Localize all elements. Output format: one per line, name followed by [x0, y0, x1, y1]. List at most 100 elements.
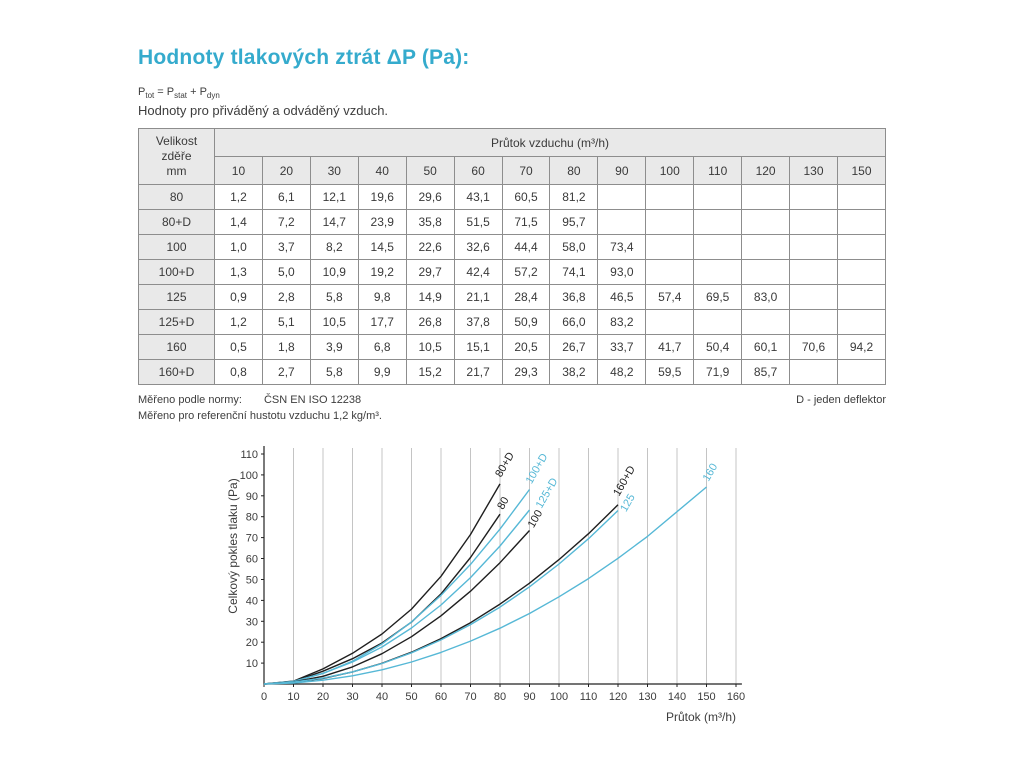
x-tick-label: 40 — [376, 691, 388, 703]
table-cell: 8,2 — [309, 234, 359, 261]
curve-label-80+D: 80+D — [493, 450, 517, 479]
x-tick-label: 20 — [317, 691, 329, 703]
table-cell: 26,7 — [549, 334, 599, 361]
table-cell: 9,8 — [357, 284, 407, 311]
curve-label-125+D: 125+D — [534, 476, 561, 510]
table-cell: 93,0 — [597, 259, 647, 286]
table-cell: 57,4 — [645, 284, 695, 311]
table-cell: 41,7 — [645, 334, 695, 361]
table-cell — [789, 184, 838, 211]
table-cell: 7,2 — [261, 209, 311, 236]
table-cell: 3,7 — [261, 234, 311, 261]
table-cell: 81,2 — [549, 184, 599, 211]
table-cell — [693, 209, 743, 236]
row-header: 160 — [138, 334, 215, 361]
table-cell — [836, 209, 887, 236]
y-tick-label: 80 — [246, 512, 258, 524]
table-cell — [741, 209, 791, 236]
y-tick-label: 90 — [246, 491, 258, 503]
table-cell: 33,7 — [597, 334, 647, 361]
subtitle: Hodnoty pro přiváděný a odváděný vzduch. — [138, 103, 389, 119]
table-cell — [645, 309, 695, 336]
table-cell: 35,8 — [405, 209, 455, 236]
table-cell — [741, 234, 791, 261]
table-cell — [741, 309, 791, 336]
table-cell — [645, 209, 695, 236]
table-cell: 0,8 — [214, 359, 263, 386]
table-cell — [789, 284, 838, 311]
column-header: 10 — [214, 156, 263, 186]
x-tick-label: 30 — [346, 691, 358, 703]
x-tick-label: 160 — [727, 691, 745, 703]
table-cell: 21,1 — [453, 284, 503, 311]
column-header: 100 — [645, 156, 695, 186]
formula-part: P — [138, 86, 146, 98]
table-cell: 83,0 — [741, 284, 791, 311]
table-cell: 66,0 — [549, 309, 599, 336]
x-tick-label: 100 — [550, 691, 568, 703]
table-cell — [693, 259, 743, 286]
table-cell: 42,4 — [453, 259, 503, 286]
table-cell: 10,5 — [309, 309, 359, 336]
table-cell: 2,8 — [261, 284, 311, 311]
table-cell: 5,8 — [309, 359, 359, 386]
table-cell: 22,6 — [405, 234, 455, 261]
y-tick-label: 10 — [246, 658, 258, 670]
y-tick-label: 70 — [246, 533, 258, 545]
table-cell: 50,4 — [693, 334, 743, 361]
table-cell: 74,1 — [549, 259, 599, 286]
row-header: 160+D — [138, 359, 215, 386]
table-row: 160 0,5 1,8 3,9 6,8 10,5 15,1 20,5 26,7 33,7 41,7 5… — [138, 334, 887, 361]
curve-125 — [263, 509, 619, 685]
table-row: 100 1,0 3,7 8,2 14,5 22,6 32,6 44,4 58,0 73,4 — [138, 234, 887, 261]
y-tick-label: 100 — [240, 470, 258, 482]
table-cell — [693, 184, 743, 211]
table-cell: 5,0 — [261, 259, 311, 286]
table-cell: 19,6 — [357, 184, 407, 211]
curve-label-80: 80 — [495, 495, 512, 512]
table-cell — [836, 259, 887, 286]
table-cell — [836, 359, 887, 386]
deflector-note: D - jeden deflektor — [796, 394, 886, 407]
table-cell: 26,8 — [405, 309, 455, 336]
table-cell: 15,2 — [405, 359, 455, 386]
table-cell: 73,4 — [597, 234, 647, 261]
row-header: 125+D — [138, 309, 215, 336]
table-cell — [789, 259, 838, 286]
table-cell: 83,2 — [597, 309, 647, 336]
density-note: Měřeno pro referenční hustotu vzduchu 1,… — [138, 410, 382, 423]
row-header: 125 — [138, 284, 215, 311]
table-cell — [789, 359, 838, 386]
norm-note-row: Měřeno podle normy: ČSN EN ISO 12238 D -… — [138, 394, 886, 406]
table-cell: 5,1 — [261, 309, 311, 336]
table-cell: 58,0 — [549, 234, 599, 261]
table-cell — [597, 209, 647, 236]
column-header: 40 — [357, 156, 407, 186]
table-cell: 95,7 — [549, 209, 599, 236]
chart-canvas: 0 10 20 30 40 50 60 70 80 90 100 110 120 130 140 150 160… — [226, 446, 745, 724]
y-tick-label: 60 — [246, 554, 258, 566]
table-cell — [789, 234, 838, 261]
y-tick-label: 50 — [246, 575, 258, 587]
x-tick-label: 10 — [287, 691, 299, 703]
table-row: 160+D 0,8 2,7 5,8 9,9 15,2 21,7 29,3 38,2 48,2 59,… — [138, 359, 887, 386]
y-tick-label: 20 — [246, 637, 258, 649]
table-cell — [741, 259, 791, 286]
table-cell: 6,1 — [261, 184, 311, 211]
table-cell: 2,7 — [261, 359, 311, 386]
formula-part: = P — [154, 86, 175, 98]
x-tick-label: 50 — [405, 691, 417, 703]
table-cell: 85,7 — [741, 359, 791, 386]
table-cell: 29,6 — [405, 184, 455, 211]
table-cell: 50,9 — [501, 309, 551, 336]
table-cell: 59,5 — [645, 359, 695, 386]
table-cell: 14,7 — [309, 209, 359, 236]
table-cell: 71,9 — [693, 359, 743, 386]
norm-label: Měřeno podle normy: — [138, 394, 242, 407]
table-cell: 12,1 — [309, 184, 359, 211]
table-cell: 38,2 — [549, 359, 599, 386]
formula-subscript: dyn — [206, 91, 220, 101]
table-cell: 57,2 — [501, 259, 551, 286]
table-cell — [693, 309, 743, 336]
x-tick-label: 140 — [668, 691, 686, 703]
